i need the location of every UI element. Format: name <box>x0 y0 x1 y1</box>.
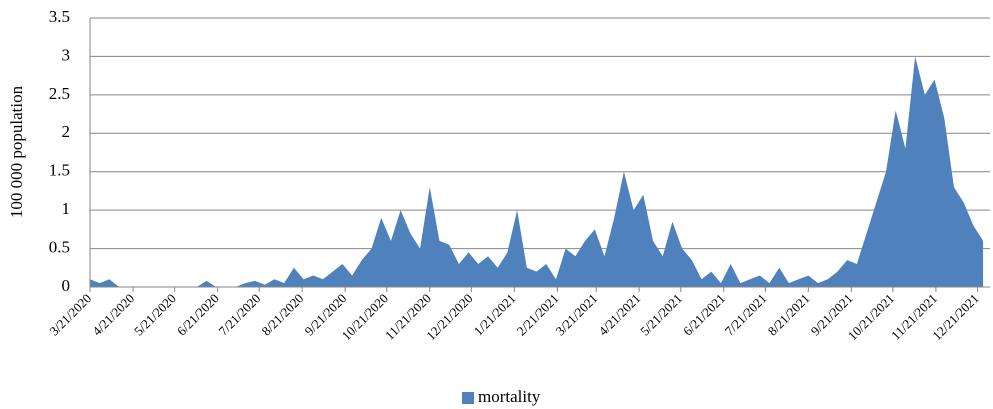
y-tick-label: 1 <box>62 199 71 218</box>
x-tick-label: 4/21/2020 <box>89 291 137 339</box>
x-tick-label: 7/21/2021 <box>722 291 770 339</box>
legend-label: mortality <box>478 387 541 406</box>
y-tick-label: 1.5 <box>49 161 70 180</box>
y-axis-label: 100 000 population <box>7 85 26 218</box>
y-tick-label: 0.5 <box>49 237 70 256</box>
x-tick-label: 3/21/2020 <box>46 291 94 339</box>
x-tick-label: 5/21/2021 <box>637 291 685 339</box>
x-tick-label: 8/21/2021 <box>765 291 813 339</box>
x-tick-label: 7/21/2020 <box>216 291 264 339</box>
y-tick-label: 3.5 <box>49 7 70 26</box>
x-tick-label: 8/21/2020 <box>259 291 307 339</box>
x-tick-label: 6/21/2021 <box>680 291 728 339</box>
area <box>90 56 984 288</box>
y-tick-label: 2.5 <box>49 84 70 103</box>
x-tick-label: 4/21/2021 <box>595 291 643 339</box>
x-tick-label: 1/21/2021 <box>471 291 519 339</box>
x-tick-label: 3/21/2021 <box>552 291 600 339</box>
legend-swatch <box>462 392 474 404</box>
x-tick-label: 6/21/2020 <box>174 291 222 339</box>
y-tick-label: 3 <box>62 45 71 64</box>
x-tick-label: 2/21/2021 <box>514 291 562 339</box>
y-tick-label: 0 <box>62 276 71 295</box>
x-tick-label: 5/21/2020 <box>131 291 179 339</box>
y-tick-label: 2 <box>62 122 71 141</box>
